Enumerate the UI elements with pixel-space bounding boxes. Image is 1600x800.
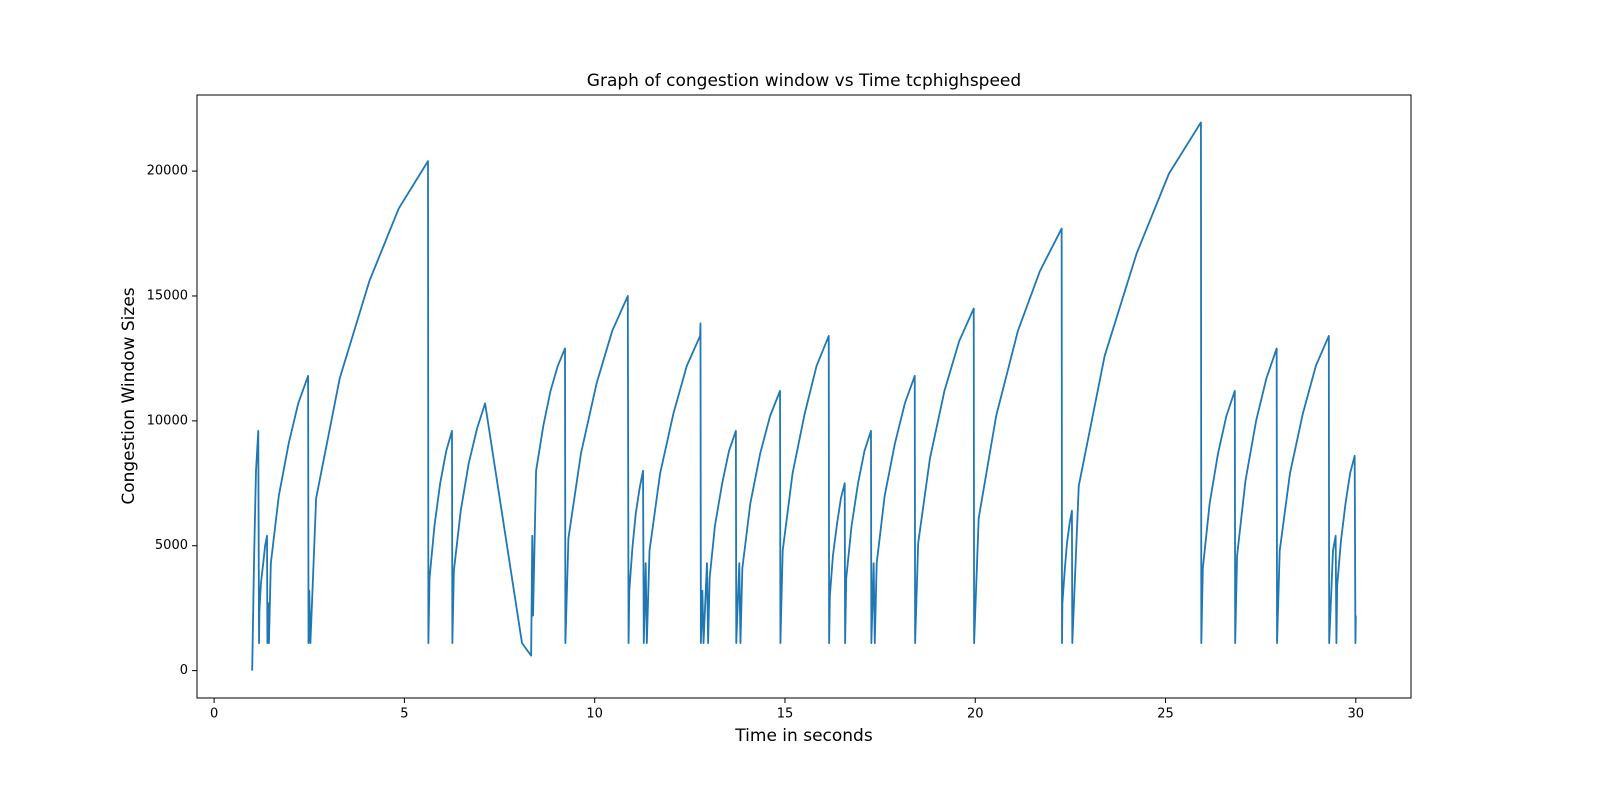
y-axis-label: Congestion Window Sizes xyxy=(119,287,139,504)
x-tick-label: 15 xyxy=(777,707,794,722)
y-tick-label: 20000 xyxy=(147,164,188,179)
y-tick-label: 15000 xyxy=(147,288,188,303)
plot-frame xyxy=(196,94,1412,699)
x-tick-label: 20 xyxy=(967,707,984,722)
x-tick-label: 5 xyxy=(400,707,408,722)
y-tick-label: 0 xyxy=(180,663,188,678)
x-tick-label: 0 xyxy=(210,707,218,722)
y-tick-label: 10000 xyxy=(147,413,188,428)
x-tick-label: 10 xyxy=(586,707,603,722)
chart-title: Graph of congestion window vs Time tcphi… xyxy=(587,71,1021,91)
data-line xyxy=(251,121,1357,671)
x-tick-label: 30 xyxy=(1348,707,1365,722)
x-axis-label: Time in seconds xyxy=(734,726,873,746)
y-tick-label: 5000 xyxy=(155,538,188,553)
x-tick-label: 25 xyxy=(1157,707,1174,722)
